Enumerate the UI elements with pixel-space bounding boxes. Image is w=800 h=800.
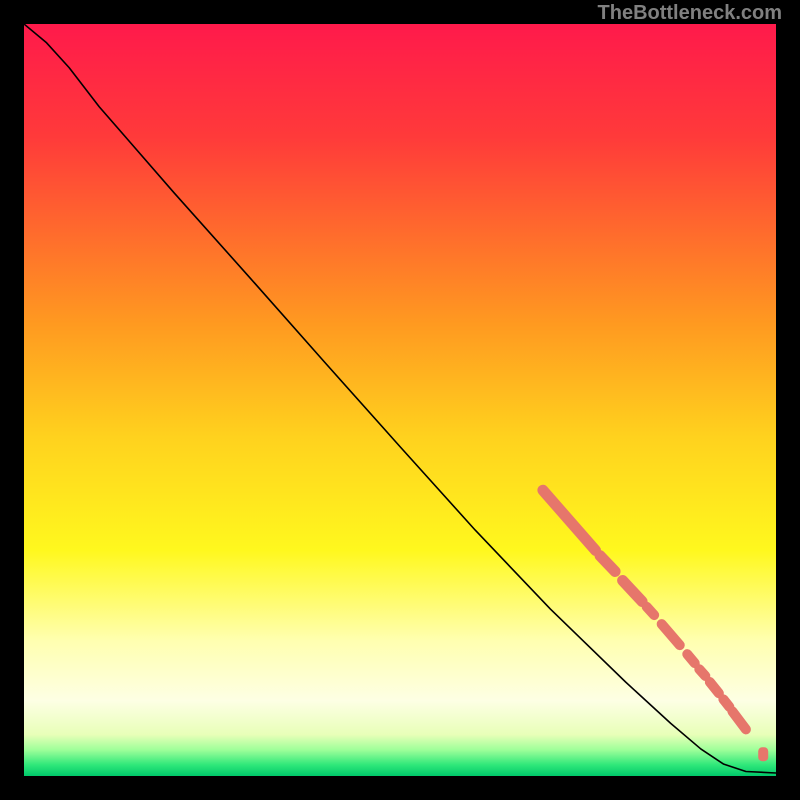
marker-segment xyxy=(723,699,729,707)
marker-segment xyxy=(687,654,695,663)
watermark-text: TheBottleneck.com xyxy=(598,2,782,25)
plot-area xyxy=(24,24,776,776)
gradient-background xyxy=(24,24,776,776)
marker-segment xyxy=(699,669,705,676)
plot-svg xyxy=(24,24,776,776)
stage: TheBottleneck.com xyxy=(0,0,800,800)
marker-segment xyxy=(647,607,655,615)
marker-dot xyxy=(758,747,768,761)
marker-segment xyxy=(710,682,719,693)
